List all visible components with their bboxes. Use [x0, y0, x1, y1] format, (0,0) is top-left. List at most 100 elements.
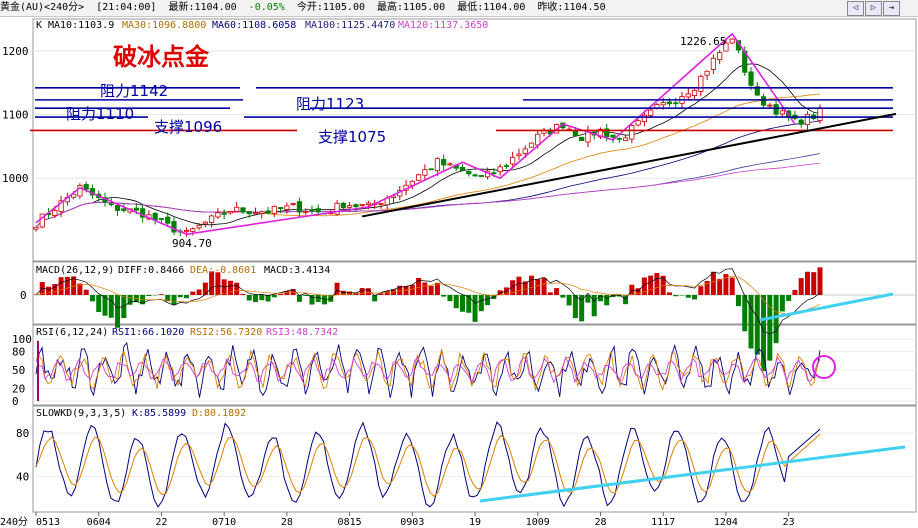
- candle-body: [723, 42, 729, 52]
- ma10-line: [35, 63, 821, 228]
- price-y-tick: 1000: [2, 172, 29, 185]
- macd-bar: [447, 295, 453, 302]
- macd-bar: [554, 288, 560, 295]
- macd-bar: [403, 286, 409, 295]
- macd-bar: [710, 271, 716, 295]
- price-y-tick: 1100: [2, 109, 29, 122]
- macd-bar: [83, 289, 89, 295]
- macd-bar: [522, 281, 528, 295]
- candle-body: [158, 218, 165, 220]
- macd-bar: [754, 295, 760, 355]
- candle-body: [748, 71, 754, 86]
- exit-icon[interactable]: ⇥: [883, 1, 900, 16]
- candle-body: [246, 211, 252, 215]
- macd-bar: [817, 267, 823, 295]
- macd-bar: [792, 289, 798, 295]
- price-y-tick: 1200: [2, 45, 29, 58]
- candle-body: [754, 86, 760, 96]
- candle-body: [710, 57, 716, 70]
- macd-bar: [46, 286, 52, 295]
- candle-body: [698, 75, 704, 92]
- candle-body: [33, 226, 39, 230]
- macd-bar: [779, 295, 785, 312]
- macd-bar: [115, 295, 121, 328]
- rsi2-line: [35, 348, 821, 392]
- macd-bar: [184, 295, 190, 299]
- chart-title: 破冰点金: [113, 43, 210, 71]
- kd-y-tick: 40: [16, 471, 29, 484]
- candle-body: [572, 130, 578, 137]
- candle-body: [497, 166, 503, 173]
- macd-bar: [579, 295, 585, 322]
- arrow-right-icon[interactable]: ▷: [865, 1, 882, 16]
- candle-body: [510, 156, 516, 165]
- candle-body: [152, 212, 158, 221]
- macd-bar: [804, 271, 810, 295]
- arrow-left-icon[interactable]: ◁: [847, 1, 864, 16]
- candle-body: [610, 134, 616, 138]
- rsi-legend-name: RSI(6,12,24): [36, 327, 108, 338]
- candle-body: [209, 215, 215, 223]
- high-price-label: 1226.65: [680, 35, 726, 48]
- candle-body: [817, 107, 823, 121]
- macd-bar: [572, 295, 578, 319]
- candle-body: [58, 200, 64, 212]
- time-label: [21:04:00]: [96, 2, 157, 13]
- candle-body: [165, 216, 171, 224]
- macd-bar: [265, 295, 271, 302]
- macd-bar: [597, 295, 603, 302]
- macd-bar: [146, 295, 152, 297]
- candle-body: [114, 205, 121, 211]
- candle-body: [353, 204, 359, 208]
- support-resistance-lines: [30, 86, 897, 218]
- candle-body: [346, 205, 353, 208]
- moving-average-lines: [35, 63, 821, 228]
- macd-bar: [641, 277, 647, 295]
- macd-diff-line: [35, 268, 821, 335]
- candle-body: [434, 158, 441, 172]
- macd-legend-diff: DIFF:0.8466: [118, 265, 184, 276]
- macd-bar: [303, 295, 309, 297]
- macd-bar: [729, 277, 735, 295]
- candle-body: [415, 174, 422, 181]
- low-price-label: 904.70: [172, 237, 212, 250]
- macd-bar: [365, 288, 371, 295]
- candle-body: [340, 202, 346, 209]
- candle-body: [183, 230, 190, 233]
- candle-body: [704, 70, 710, 76]
- candle-body: [635, 120, 641, 126]
- candle-body: [466, 171, 472, 175]
- macd-bar: [466, 295, 472, 313]
- macd-bar: [717, 278, 723, 295]
- kd-d-line: [35, 433, 821, 498]
- rsi-y-tick: 50: [12, 364, 25, 377]
- candle-body: [52, 209, 58, 216]
- rsi-legend-rsi1: RSI1:66.1020: [112, 327, 184, 338]
- candle-body: [685, 93, 691, 98]
- candle-body: [296, 201, 303, 213]
- macd-bar: [108, 295, 114, 318]
- kd-y-tick: 80: [16, 427, 29, 440]
- macd-bar: [309, 295, 315, 305]
- candle-body: [428, 168, 434, 171]
- macd-bar: [767, 295, 773, 361]
- price-legend-ma120: MA120:1137.3650: [398, 20, 488, 31]
- candle-body: [278, 207, 284, 209]
- macd-bar: [585, 295, 591, 303]
- candle-body: [616, 137, 622, 140]
- candle-body: [459, 166, 466, 172]
- macd-bar: [616, 295, 622, 297]
- macd-bar: [328, 295, 334, 302]
- candle-body: [472, 174, 478, 177]
- candle-body: [303, 211, 309, 213]
- macd-bar: [196, 289, 202, 295]
- macd-bar: [259, 295, 265, 301]
- rsi-y-tick: 80: [12, 345, 25, 358]
- high-price: 最高:1105.00: [377, 2, 446, 13]
- candle-body: [447, 163, 453, 166]
- macd-bar: [811, 272, 817, 295]
- ma60-line: [35, 120, 821, 228]
- candle-body: [804, 113, 811, 126]
- macd-bar: [372, 295, 378, 302]
